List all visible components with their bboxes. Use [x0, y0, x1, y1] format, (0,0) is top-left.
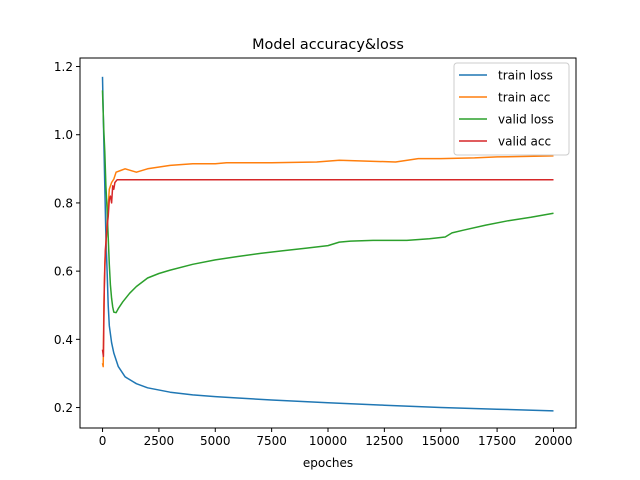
x-axis-label: epoches [303, 456, 353, 470]
chart-title: Model accuracy&loss [252, 37, 404, 53]
y-tick-label: 1.0 [54, 128, 73, 142]
legend-label: valid acc [498, 135, 551, 149]
series-line-train-loss [101, 76, 554, 412]
y-tick-label: 0.6 [54, 265, 73, 279]
x-tick-label: 10000 [309, 434, 347, 448]
y-tick-label: 0.2 [54, 401, 73, 415]
series-line-valid-acc [101, 178, 554, 358]
series-line-valid-loss [101, 90, 554, 314]
series-line-train-acc [101, 155, 554, 368]
y-tick-label: 0.8 [54, 196, 73, 210]
x-tick-label: 15000 [422, 434, 460, 448]
y-tick-label: 1.2 [54, 60, 73, 74]
x-tick-label: 5000 [200, 434, 231, 448]
x-tick-label: 12500 [365, 434, 403, 448]
legend-box [453, 62, 570, 156]
y-tick-label: 0.4 [54, 333, 73, 347]
x-tick-label: 2500 [144, 434, 175, 448]
x-tick-label: 17500 [478, 434, 516, 448]
x-tick-label: 7500 [256, 434, 287, 448]
x-tick-label: 0 [99, 434, 107, 448]
x-axis-ticks: 0 2500 5000 7500 10000 12500 15000 17500 20000 [99, 428, 573, 448]
legend: train loss train acc valid loss valid acc [453, 62, 570, 156]
legend-label: train loss [498, 69, 553, 83]
x-tick-label: 20000 [534, 434, 572, 448]
legend-label: train acc [498, 91, 550, 105]
y-axis-ticks: 0.2 0.4 0.6 0.8 1.0 1.2 [54, 60, 80, 415]
legend-label: valid loss [498, 113, 554, 127]
